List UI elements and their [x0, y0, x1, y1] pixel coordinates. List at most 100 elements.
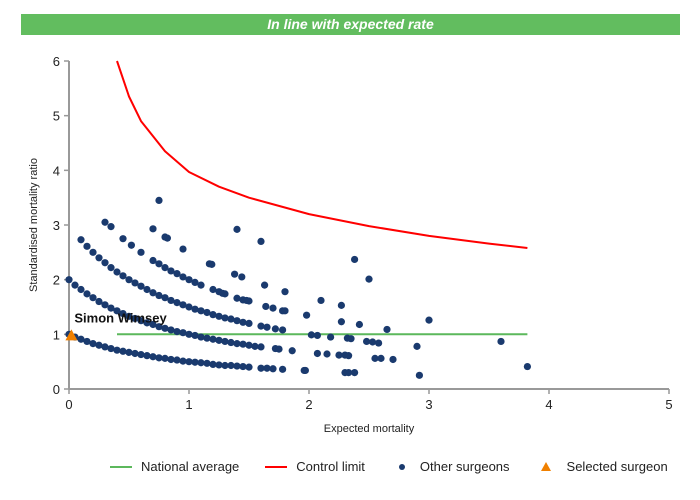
surgeon-point — [335, 351, 343, 359]
surgeon-point — [323, 350, 331, 358]
control-limit-line — [116, 60, 528, 249]
surgeon-point — [155, 291, 163, 300]
surgeon-point — [245, 363, 253, 371]
surgeon-point — [179, 357, 187, 365]
surgeon-point — [239, 362, 247, 371]
surgeon-point — [71, 281, 79, 289]
green-line-swatch — [110, 465, 132, 468]
surgeon-point — [167, 326, 175, 334]
surgeon-point — [101, 301, 109, 309]
surgeon-point — [209, 285, 217, 294]
surgeon-point — [233, 294, 241, 302]
surgeon-point — [239, 318, 247, 326]
surgeon-point — [185, 358, 193, 366]
surgeon-point — [77, 236, 85, 244]
surgeon-point — [191, 278, 199, 286]
surgeon-point — [149, 289, 157, 297]
legend-national-average: National average — [110, 459, 239, 474]
surgeon-point — [281, 288, 289, 296]
surgeon-point — [307, 331, 315, 339]
surgeon-point — [313, 349, 321, 358]
surgeon-point — [215, 336, 223, 344]
surgeon-point — [89, 248, 97, 256]
legend: National average Control limit Other sur… — [110, 459, 694, 474]
surgeon-point — [143, 285, 151, 294]
surgeon-point — [89, 340, 97, 348]
surgeon-point — [261, 281, 269, 289]
x-tick-label: 3 — [425, 397, 432, 412]
surgeon-point — [137, 282, 145, 290]
surgeon-point — [185, 276, 193, 284]
surgeon-point — [179, 245, 187, 253]
surgeon-point — [263, 364, 271, 372]
surgeon-point — [173, 270, 181, 278]
surgeon-point — [413, 342, 421, 350]
surgeon-point — [125, 348, 133, 356]
surgeon-point — [221, 314, 229, 322]
surgeon-point — [337, 318, 345, 326]
surgeon-point — [327, 333, 335, 341]
dot-icon — [398, 463, 405, 470]
surgeon-point — [363, 337, 371, 346]
surgeon-point — [245, 319, 253, 327]
surgeon-point — [163, 234, 171, 242]
surgeon-point — [101, 218, 109, 226]
surgeon-point — [377, 354, 385, 362]
surgeon-point — [269, 365, 277, 373]
x-tick-label: 0 — [65, 397, 72, 412]
surgeon-point — [239, 340, 247, 348]
triangle-icon — [540, 462, 551, 471]
surgeon-point — [113, 268, 121, 276]
surgeon-point — [113, 307, 121, 315]
x-tick-label: 2 — [305, 397, 312, 412]
surgeon-point — [365, 275, 373, 283]
y-tick-label: 6 — [53, 54, 60, 69]
surgeon-point — [227, 338, 235, 347]
surgeon-point — [523, 362, 532, 371]
surgeon-point — [257, 322, 265, 330]
surgeon-point — [161, 354, 169, 362]
surgeon-point — [375, 339, 383, 347]
legend-label: Selected surgeon — [566, 459, 668, 474]
surgeon-point — [269, 304, 277, 312]
surgeon-point — [179, 273, 187, 281]
surgeon-point — [355, 320, 363, 329]
surgeon-point — [215, 312, 223, 320]
surgeon-point — [209, 360, 217, 368]
surgeon-point — [149, 353, 157, 361]
surgeon-point — [89, 294, 97, 302]
surgeon-point — [155, 260, 163, 268]
surgeon-point — [238, 273, 246, 281]
surgeon-point — [415, 371, 423, 379]
surgeon-point — [83, 242, 91, 250]
surgeon-point — [227, 361, 235, 370]
chart-marks: Simon Wimsey — [65, 60, 532, 379]
surgeon-point — [275, 345, 283, 353]
surgeon-point — [185, 330, 193, 338]
legend-selected-surgeon: Selected surgeon — [536, 459, 668, 474]
surgeon-point — [208, 260, 216, 268]
surgeon-point — [371, 354, 379, 362]
surgeon-point — [279, 326, 287, 334]
surgeon-point — [83, 290, 91, 298]
funnel-plot: 0 1 2 3 4 5 6 0 1 2 3 4 5 Simon Wimsey Expected mort… — [28, 54, 673, 435]
y-tick-label: 5 — [53, 109, 60, 124]
surgeon-point — [197, 307, 205, 315]
surgeon-point — [345, 369, 353, 377]
surgeon-point — [219, 289, 227, 297]
surgeon-point — [221, 361, 229, 370]
surgeon-point — [149, 225, 157, 233]
surgeon-point — [301, 366, 309, 375]
surgeon-point — [107, 304, 115, 312]
surgeon-point — [179, 329, 187, 337]
surgeon-point — [215, 361, 223, 369]
surgeon-point — [185, 303, 193, 311]
surgeon-point — [351, 255, 359, 264]
surgeon-point — [497, 337, 505, 346]
surgeon-point — [347, 335, 355, 343]
surgeon-point — [243, 296, 251, 305]
surgeon-point — [173, 299, 181, 307]
surgeon-point — [101, 343, 109, 351]
surgeon-point — [383, 325, 391, 334]
surgeon-point — [317, 296, 325, 305]
